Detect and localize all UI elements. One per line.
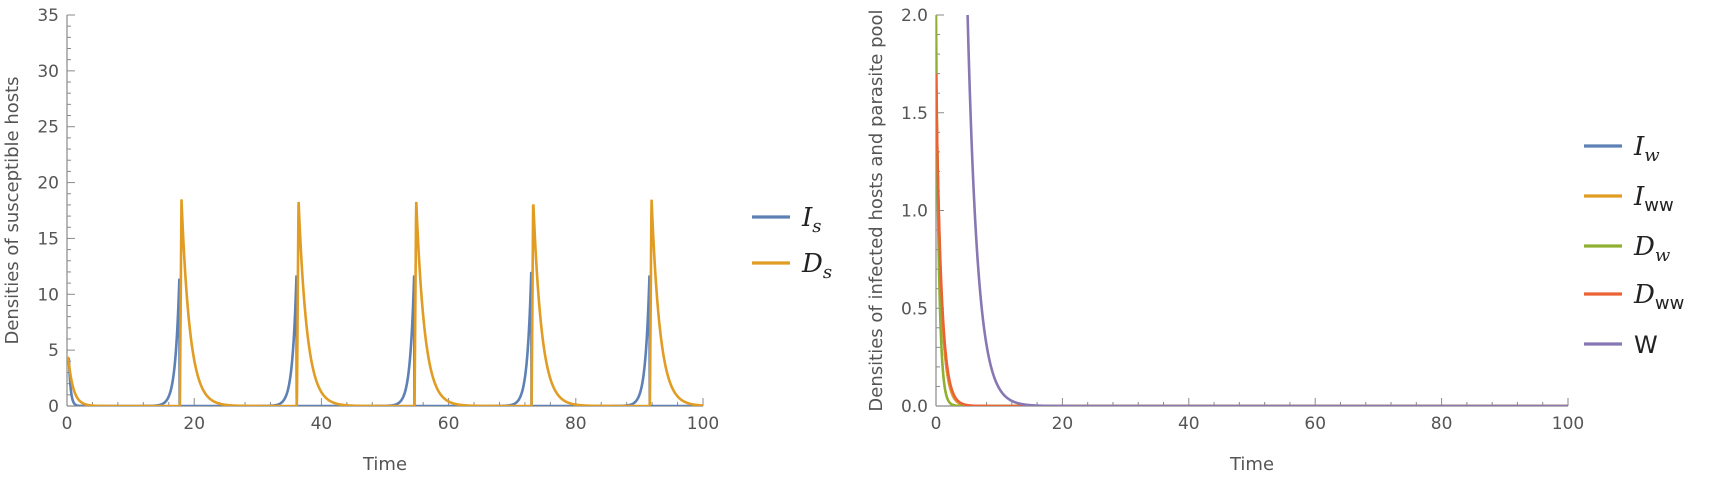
chart-infected-hosts-parasite-pool: 0 20 40 60 80 100 0.0 0.5 1.0 1.5 2.0 Time Densities… (866, 6, 1684, 475)
y-axis-label: Densities of susceptible hosts (2, 76, 23, 344)
y-tick-label: 10 (37, 285, 59, 305)
y-tick-label: 25 (37, 118, 59, 138)
legend-subscript: s (812, 216, 821, 237)
y-tick-label: 20 (37, 174, 59, 194)
legend-subscript: w (1644, 145, 1660, 166)
legend-main: I (801, 203, 813, 233)
series-line-d-s (67, 199, 703, 406)
x-axis-label: Time (1229, 454, 1274, 475)
x-tick-label: 100 (687, 414, 719, 434)
chart-susceptible-hosts: 0 20 40 60 80 100 0 5 10 15 20 25 30 35 Time Densities … (2, 6, 832, 475)
y-tick-label: 1.5 (901, 104, 928, 124)
legend-main: I (1633, 132, 1645, 162)
legend-subscript: s (823, 262, 832, 283)
x-tick-label: 20 (183, 414, 205, 434)
series-line-i-ww (936, 73, 1568, 406)
legend-subscript: ww (1644, 195, 1673, 216)
x-tick-label: 60 (1304, 414, 1326, 434)
legend-main: W (1634, 331, 1658, 359)
x-tick-label: 80 (565, 414, 587, 434)
y-tick-label: 2.0 (901, 6, 928, 26)
y-tick-label: 15 (37, 229, 59, 249)
x-tick-label: 100 (1552, 414, 1584, 434)
y-tick-label: 0.5 (901, 299, 928, 319)
legend-main: I (1633, 182, 1645, 212)
legend-label-i-s: Is (801, 203, 822, 237)
y-tick-label: 30 (37, 62, 59, 82)
y-axis-label: Densities of infected hosts and parasite… (866, 9, 887, 411)
series-line-d-ww (936, 73, 1568, 406)
legend-main: D (1633, 232, 1655, 262)
x-tick-label: 80 (1431, 414, 1453, 434)
x-axis-label: Time (362, 454, 407, 475)
x-tick-label: 20 (1052, 414, 1074, 434)
y-tick-label: 1.0 (901, 202, 928, 222)
legend-main: D (1633, 280, 1655, 310)
series-line-i-w (936, 73, 1568, 406)
series-line-d-w (936, 15, 1568, 406)
legend-main: D (801, 249, 823, 279)
y-tick-label: 0 (48, 397, 59, 417)
legend-label-d-ww: Dww (1633, 280, 1684, 314)
series-line-i-s (67, 271, 703, 406)
x-tick-label: 40 (1178, 414, 1200, 434)
x-tick-label: 60 (438, 414, 460, 434)
legend-label-i-w: Iw (1633, 132, 1660, 166)
x-tick-label: 40 (311, 414, 333, 434)
x-tick-label: 0 (931, 414, 942, 434)
legend-subscript: w (1655, 245, 1671, 266)
legend-subscript: ww (1655, 293, 1684, 314)
y-tick-label: 0.0 (901, 397, 928, 417)
legend-label-d-s: Ds (801, 249, 832, 283)
x-tick-label: 0 (62, 414, 73, 434)
y-tick-label: 35 (37, 6, 59, 26)
legend-label-i-ww: Iww (1633, 182, 1674, 216)
legend-label-w: W (1634, 331, 1658, 359)
y-tick-label: 5 (48, 341, 59, 361)
legend-label-d-w: Dw (1633, 232, 1671, 266)
series-line-w (966, 15, 1568, 406)
